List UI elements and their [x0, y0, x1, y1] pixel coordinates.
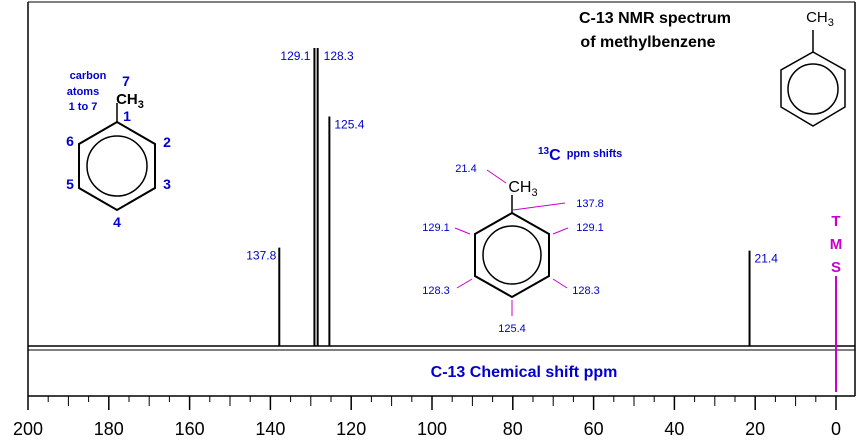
x-tick-label-80: 80	[503, 419, 523, 439]
ch3-center: CH3	[508, 179, 537, 199]
carbon-number-3: 3	[163, 176, 171, 192]
shift-ortho-right: 129.1	[576, 222, 604, 234]
peak-label-125.4: 125.4	[334, 118, 364, 132]
x-axis-label: C-13 Chemical shift ppm	[431, 364, 618, 381]
peak-label-128.3: 128.3	[324, 49, 354, 63]
peak-label-129.1: 129.1	[280, 49, 310, 63]
spectrum-peaks	[278, 48, 751, 346]
caption-atoms: atoms	[67, 86, 99, 98]
x-tick-label-60: 60	[584, 419, 604, 439]
shift-methyl: 21.4	[455, 163, 476, 175]
peak-labels: 137.8 129.1 128.3 125.4 21.4	[246, 49, 778, 266]
x-tick-label-40: 40	[664, 419, 684, 439]
carbon-number-7: 7	[122, 73, 130, 89]
chart-title-line1: C-13 NMR spectrum	[579, 10, 731, 27]
peak-label-21.4: 21.4	[755, 252, 779, 266]
tms-letter-s: S	[831, 259, 841, 276]
carbon-number-4: 4	[113, 214, 121, 230]
caption-carbon: carbon	[70, 70, 107, 82]
carbon-number-2: 2	[163, 134, 171, 150]
x-tick-label-180: 180	[94, 419, 124, 439]
ch3-left: CH3	[116, 91, 144, 111]
shift-meta-right: 128.3	[572, 285, 600, 297]
shift-ipso: 137.8	[576, 198, 604, 210]
x-tick-label-20: 20	[745, 419, 765, 439]
x-tick-label-120: 120	[336, 419, 366, 439]
x-axis-ticks	[27, 396, 837, 410]
x-tick-label-200: 200	[13, 419, 43, 439]
chart-title-line2: of methylbenzene	[580, 34, 715, 51]
x-tick-label-160: 160	[175, 419, 205, 439]
caption-1-to-7: 1 to 7	[69, 101, 98, 113]
x-tick-label-100: 100	[417, 419, 447, 439]
shift-para: 125.4	[498, 323, 526, 335]
shift-meta-left: 128.3	[422, 285, 450, 297]
carbon-number-6: 6	[66, 133, 74, 149]
carbon-number-5: 5	[66, 176, 74, 192]
shift-panel: 13C ppm shifts CH3 21.4 137.8 129.1 129.1…	[422, 146, 622, 335]
x-tick-label-0: 0	[831, 419, 841, 439]
tms-letter-t: T	[831, 213, 840, 230]
shift-ortho-left: 129.1	[422, 222, 450, 234]
x-axis-tick-labels: 200 180 160 140 120 100 80 60 40 20 0	[13, 419, 841, 439]
shift-panel-heading: 13C ppm shifts	[538, 146, 622, 164]
ch3-top-right: CH3	[806, 9, 834, 29]
tms-letter-m: M	[830, 236, 843, 253]
numbered-structure-left: carbon atoms 1 to 7 7 CH3 1 2 3 4 5 6	[66, 70, 171, 230]
methylbenzene-structure-top-right: CH3	[780, 9, 846, 127]
carbon-number-1: 1	[123, 108, 131, 124]
peak-label-137.8: 137.8	[246, 249, 276, 263]
x-tick-label-140: 140	[255, 419, 285, 439]
